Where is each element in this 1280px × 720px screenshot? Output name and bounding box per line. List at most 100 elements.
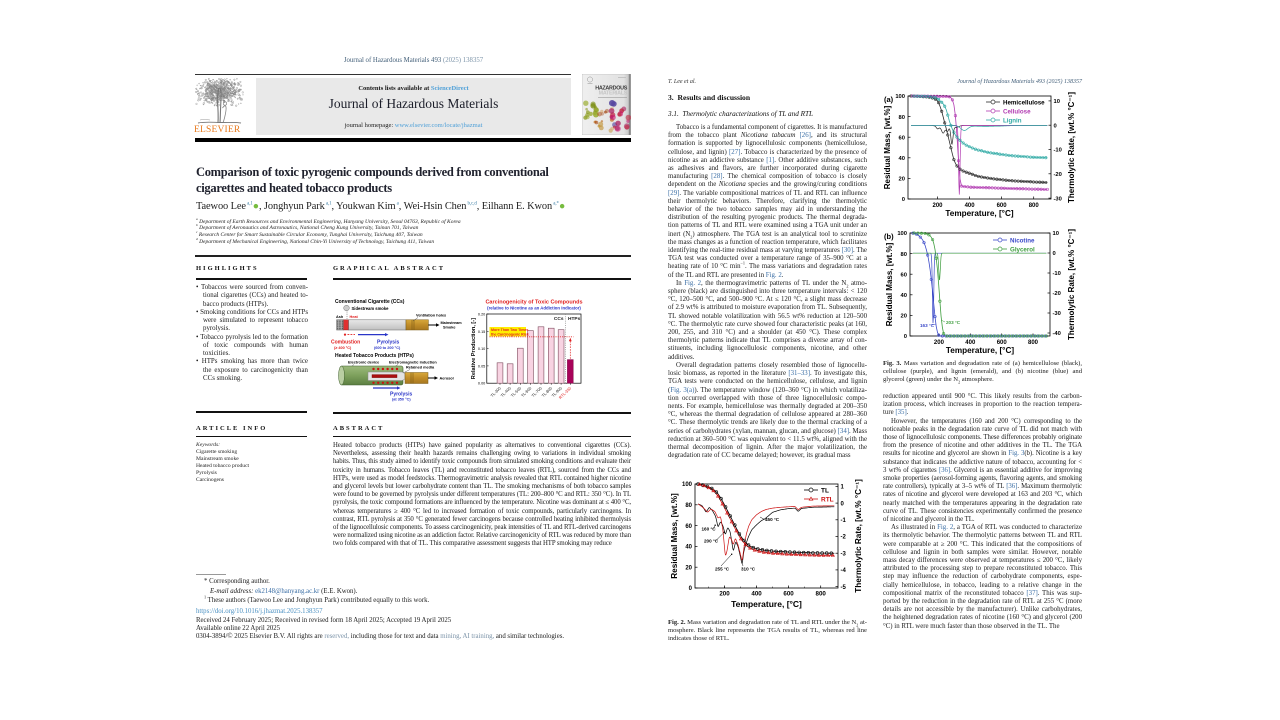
svg-text:0.20: 0.20 (478, 313, 485, 317)
svg-text:More Than Two Times: More Than Two Times (491, 328, 528, 332)
svg-text:(600 to 200 °C): (600 to 200 °C) (374, 346, 401, 350)
svg-text:Ash: Ash (336, 315, 344, 319)
svg-text:Temperature, [°C]: Temperature, [°C] (946, 346, 1014, 355)
svg-text:163 °C: 163 °C (920, 323, 935, 328)
svg-text:800: 800 (1029, 203, 1040, 209)
svg-text:40: 40 (901, 293, 907, 299)
svg-text:0: 0 (902, 197, 905, 203)
svg-text:0.15: 0.15 (478, 330, 485, 334)
svg-text:-10: -10 (1053, 271, 1061, 277)
svg-text:10: 10 (1053, 231, 1059, 237)
svg-text:Residual Mass, [wt.%]: Residual Mass, [wt.%] (670, 493, 679, 579)
svg-text:-3: -3 (841, 551, 847, 557)
svg-text:Glycerol: Glycerol (1010, 246, 1035, 253)
svg-text:-4: -4 (841, 568, 847, 574)
svg-text:(b): (b) (884, 232, 894, 241)
svg-text:Cellulose: Cellulose (1003, 108, 1031, 115)
svg-text:160 °C: 160 °C (702, 527, 717, 532)
svg-text:40: 40 (685, 545, 692, 551)
svg-text:(≥ 400 °C): (≥ 400 °C) (334, 346, 352, 350)
svg-text:400: 400 (965, 203, 976, 209)
svg-text:400: 400 (751, 591, 762, 598)
svg-text:Electronic device: Electronic device (348, 361, 379, 365)
svg-text:(a): (a) (884, 95, 894, 104)
svg-text:450 °C: 450 °C (765, 517, 780, 522)
svg-text:Electromagnetic induction: Electromagnetic induction (389, 361, 437, 365)
svg-text:HAZARDOUS: HAZARDOUS (595, 86, 627, 92)
svg-text:TL: TL (821, 488, 829, 495)
svg-text:Thermolytic Rate, [wt.% °C⁻¹]: Thermolytic Rate, [wt.% °C⁻¹] (854, 479, 863, 593)
svg-text:20: 20 (685, 565, 692, 571)
svg-text:10: 10 (1054, 99, 1060, 105)
svg-text:0: 0 (841, 501, 845, 507)
svg-text:Lignin: Lignin (1003, 117, 1022, 124)
svg-text:-20: -20 (1053, 291, 1061, 297)
svg-text:100: 100 (682, 482, 693, 488)
svg-text:-1: -1 (841, 518, 847, 524)
svg-text:0.00: 0.00 (478, 382, 485, 386)
svg-text:Aerosol: Aerosol (440, 377, 454, 381)
svg-text:200: 200 (932, 203, 943, 209)
svg-text:Ventilation holes: Ventilation holes (416, 314, 446, 318)
svg-text:Hemicellulose: Hemicellulose (1003, 99, 1045, 106)
svg-text:20: 20 (901, 314, 907, 320)
svg-text:0.05: 0.05 (478, 364, 485, 368)
svg-text:400: 400 (965, 340, 976, 346)
svg-text:255 °C: 255 °C (715, 567, 730, 572)
svg-text:Conventional Cigarette (CCs): Conventional Cigarette (CCs) (335, 299, 405, 305)
svg-text:HTPs: HTPs (568, 316, 581, 322)
svg-text:Nicotine: Nicotine (1010, 237, 1035, 244)
svg-text:80: 80 (685, 503, 692, 509)
svg-text:MATERIALS: MATERIALS (599, 91, 628, 97)
svg-text:310 °C: 310 °C (741, 567, 756, 572)
svg-text:Thermolytic Rate, [wt.% °C⁻¹]: Thermolytic Rate, [wt.% °C⁻¹] (1067, 229, 1076, 340)
svg-text:600: 600 (997, 340, 1008, 346)
svg-text:80: 80 (901, 252, 907, 258)
svg-text:Residual Mass, [wt.%]: Residual Mass, [wt.%] (883, 105, 892, 189)
svg-text:Pyrolysis: Pyrolysis (377, 340, 399, 346)
svg-text:Combustion: Combustion (331, 340, 360, 346)
svg-text:Heat: Heat (350, 315, 359, 319)
svg-text:-5: -5 (841, 585, 847, 591)
svg-text:Relative Production, [-]: Relative Production, [-] (471, 318, 477, 379)
svg-text:600: 600 (997, 203, 1008, 209)
svg-text:60: 60 (685, 524, 692, 530)
svg-text:-40: -40 (1053, 331, 1061, 337)
svg-text:-2: -2 (841, 535, 847, 541)
svg-text:0: 0 (904, 334, 907, 340)
svg-text:20: 20 (899, 177, 905, 183)
svg-text:200 °C: 200 °C (704, 539, 719, 544)
svg-text:the Carcinogenic Risk: the Carcinogenic Risk (491, 332, 529, 336)
svg-text:Thermolytic Rate, [wt.% °C⁻¹]: Thermolytic Rate, [wt.% °C⁻¹] (1067, 92, 1076, 203)
svg-text:Temperature, [°C]: Temperature, [°C] (731, 599, 802, 609)
svg-text:Heated Tobacco Products (HTPs): Heated Tobacco Products (HTPs) (335, 353, 414, 359)
svg-text:Retained media: Retained media (406, 366, 435, 370)
svg-text:1: 1 (841, 485, 845, 491)
svg-text:0: 0 (1054, 123, 1057, 129)
svg-text:60: 60 (901, 272, 907, 278)
svg-text:Residual Mass, [wt.%]: Residual Mass, [wt.%] (885, 242, 894, 326)
svg-text:200: 200 (719, 591, 730, 598)
svg-text:Sidestream smoke: Sidestream smoke (352, 306, 390, 311)
svg-text:100: 100 (895, 94, 905, 100)
svg-text:60: 60 (899, 135, 905, 141)
svg-text:600: 600 (783, 591, 794, 598)
svg-text:(relative to Nicotine as an Ad: (relative to Nicotine as an Addiction In… (487, 306, 581, 311)
svg-text:CCs: CCs (554, 316, 564, 322)
svg-text:-30: -30 (1053, 311, 1061, 317)
svg-text:0.10: 0.10 (478, 347, 485, 351)
svg-text:203 °C: 203 °C (946, 320, 961, 325)
svg-text:-20: -20 (1054, 172, 1062, 178)
svg-text:Mainstream: Mainstream (441, 321, 463, 325)
svg-text:Pyrolysis: Pyrolysis (390, 392, 412, 398)
svg-text:RTL: RTL (821, 497, 834, 504)
svg-text:200: 200 (934, 340, 945, 346)
svg-text:800: 800 (816, 591, 827, 598)
svg-text:100: 100 (897, 231, 907, 237)
svg-text:0: 0 (1053, 251, 1056, 257)
svg-text:40: 40 (899, 156, 905, 162)
svg-text:-10: -10 (1054, 148, 1062, 154)
svg-text:Smoke: Smoke (443, 326, 455, 330)
svg-text:Carcinogenicity of Toxic Compo: Carcinogenicity of Toxic Compounds (485, 300, 582, 306)
svg-text:80: 80 (899, 115, 905, 121)
